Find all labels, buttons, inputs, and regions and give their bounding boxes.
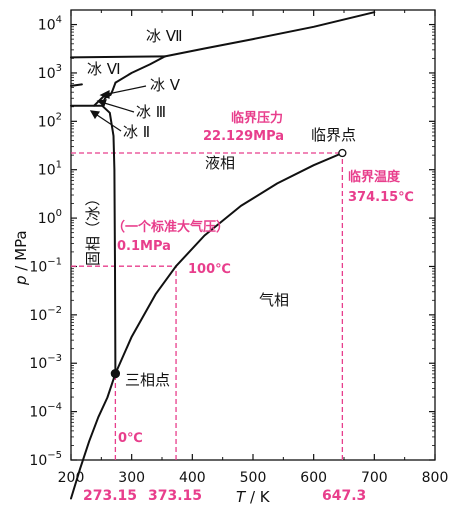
label-ice-vii: 冰 Ⅶ bbox=[146, 27, 183, 45]
y-axis-title: p / MPa bbox=[12, 230, 30, 286]
y-tick-base: 10 bbox=[38, 211, 56, 227]
y-tick-label: 10−1 bbox=[29, 256, 62, 275]
x-tick-label: 200 bbox=[58, 470, 85, 486]
label-gas: 气相 bbox=[259, 291, 289, 309]
triple-point-marker bbox=[110, 368, 121, 379]
y-tick-exponent: −4 bbox=[47, 402, 62, 413]
y-tick-base: 10 bbox=[29, 405, 47, 421]
special-points bbox=[110, 148, 347, 379]
y-tick-exponent: −5 bbox=[47, 450, 62, 461]
x-mark-critical: 647.3 bbox=[322, 488, 366, 504]
arrow-ice-ii-head bbox=[89, 110, 101, 120]
phase-boundaries bbox=[70, 11, 376, 500]
x-tick-labels: 200 300 400 500 600 700 800 bbox=[58, 470, 449, 486]
y-tick-label: 10−4 bbox=[29, 402, 62, 421]
critical-temp-title: 临界温度 bbox=[348, 169, 401, 185]
critical-temp-value: 374.15℃ bbox=[348, 190, 414, 205]
melting-label: 0℃ bbox=[118, 431, 143, 446]
y-tick-label: 101 bbox=[38, 160, 62, 179]
critical-point-marker bbox=[338, 148, 347, 158]
label-ice-ii: 冰 Ⅱ bbox=[123, 123, 150, 141]
x-axis-title-var: T bbox=[236, 488, 247, 506]
y-tick-label: 102 bbox=[38, 111, 62, 130]
y-tick-exponent: 0 bbox=[56, 208, 62, 219]
y-tick-base: 10 bbox=[38, 163, 56, 179]
y-tick-base: 10 bbox=[38, 66, 56, 82]
phase-boundary-line bbox=[114, 55, 166, 84]
y-tick-base: 10 bbox=[29, 356, 47, 372]
label-ice-vi: 冰 Ⅵ bbox=[87, 60, 121, 78]
y-tick-exponent: 1 bbox=[56, 160, 62, 171]
label-ice-v: 冰 Ⅴ bbox=[150, 76, 181, 94]
y-tick-label: 104 bbox=[38, 15, 62, 34]
y-tick-exponent: −2 bbox=[47, 305, 62, 316]
x-tick-label: 700 bbox=[361, 470, 388, 486]
arrow-ice-v bbox=[102, 85, 147, 96]
x-axis-title: T / K bbox=[236, 488, 271, 506]
arrow-ice-v-head bbox=[99, 90, 110, 99]
y-tick-base: 10 bbox=[29, 453, 47, 469]
y-tick-base: 10 bbox=[38, 18, 56, 34]
x-mark-boiling: 373.15 bbox=[148, 488, 202, 504]
arrow-ice-iii bbox=[100, 101, 135, 113]
y-tick-base: 10 bbox=[29, 308, 47, 324]
y-tick-label: 10−2 bbox=[29, 305, 62, 324]
y-tick-base: 10 bbox=[29, 259, 47, 275]
x-mark-triple: 273.15 bbox=[83, 488, 137, 504]
y-tick-exponent: −1 bbox=[47, 256, 62, 267]
y-tick-base: 10 bbox=[38, 114, 56, 130]
ice-pointer-arrows bbox=[89, 85, 147, 132]
std-atm-title: （一个标准大气压） bbox=[112, 219, 229, 235]
label-liquid: 液相 bbox=[205, 154, 235, 172]
y-tick-exponent: −3 bbox=[47, 353, 62, 364]
y-tick-label: 100 bbox=[38, 208, 62, 227]
boiling-label: 100℃ bbox=[188, 262, 231, 277]
phase-boundary-line bbox=[70, 83, 83, 87]
y-axis-title-unit: / MPa bbox=[12, 230, 30, 275]
phase-boundary-line bbox=[70, 372, 117, 500]
critical-pressure-title: 临界压力 bbox=[231, 110, 283, 126]
x-tick-label: 300 bbox=[118, 470, 145, 486]
y-axis-title-var: p bbox=[12, 275, 30, 286]
x-tick-label: 800 bbox=[422, 470, 449, 486]
reference-lines bbox=[71, 152, 344, 460]
arrow-ice-ii bbox=[93, 112, 122, 132]
phase-boundary-line bbox=[114, 152, 344, 375]
phase-boundary-line bbox=[164, 11, 376, 58]
x-tick-label: 600 bbox=[300, 470, 327, 486]
y-tick-label: 10−3 bbox=[29, 353, 62, 372]
x-axis-title-unit: / K bbox=[245, 488, 271, 506]
y-tick-label: 103 bbox=[38, 63, 62, 82]
label-triple-point: 三相点 bbox=[125, 371, 170, 389]
phase-boundary-line bbox=[101, 104, 117, 375]
label-ice-iii: 冰 Ⅲ bbox=[136, 103, 166, 121]
critical-pressure-value: 22.129MPa bbox=[203, 129, 284, 144]
x-tick-label: 500 bbox=[240, 470, 267, 486]
label-critical-point: 临界点 bbox=[311, 126, 356, 144]
y-tick-exponent: 4 bbox=[56, 15, 62, 26]
arrow-ice-iii-head bbox=[96, 99, 107, 108]
phase-boundary-line bbox=[70, 55, 166, 59]
y-tick-exponent: 3 bbox=[56, 63, 62, 74]
x-tick-label: 400 bbox=[179, 470, 206, 486]
y-tick-exponent: 2 bbox=[56, 111, 62, 122]
std-atm-value: 0.1MPa bbox=[117, 239, 171, 254]
y-tick-label: 10−5 bbox=[29, 450, 62, 469]
label-solid: 固相（冰） bbox=[84, 191, 102, 266]
